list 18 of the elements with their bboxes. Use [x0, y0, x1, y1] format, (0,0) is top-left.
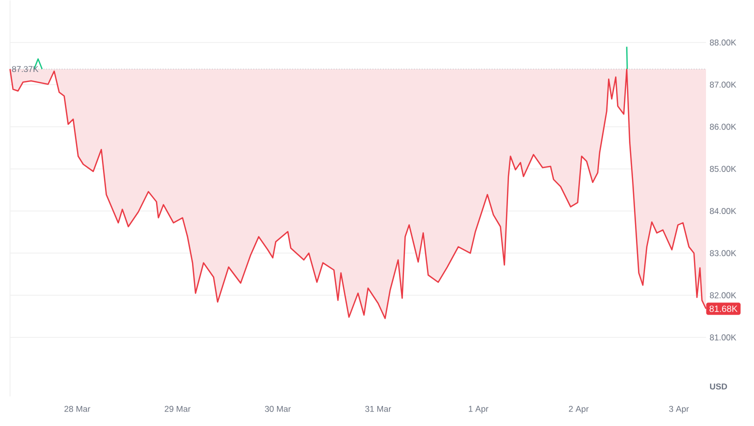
x-tick-label: 31 Mar — [365, 406, 392, 412]
y-tick-label: 87.00K — [710, 81, 736, 88]
ref-line-label: 87.37K — [12, 66, 38, 72]
annotation: 81.68K — [710, 305, 738, 312]
x-tick-label: 29 Mar — [164, 406, 191, 412]
y-tick-label: 83.00K — [710, 250, 736, 256]
x-tick-label: 28 Mar — [64, 406, 90, 412]
y-tick-label: 82.00K — [710, 292, 736, 298]
y-tick-label: 85.00K — [710, 166, 736, 172]
y-axis-title: USD — [710, 383, 728, 390]
y-tick-label: 88.00K — [710, 39, 736, 46]
y-tick-label: 84.00K — [710, 208, 736, 214]
x-tick-label: 3 Apr — [669, 406, 689, 414]
x-tick-label: 2 Apr — [568, 406, 589, 414]
x-tick-label: 30 Mar — [264, 406, 291, 412]
y-tick-label: 81.00K — [710, 334, 736, 340]
y-tick-label: 86.00K — [710, 124, 736, 130]
x-tick-label: 1 Apr — [468, 406, 488, 414]
